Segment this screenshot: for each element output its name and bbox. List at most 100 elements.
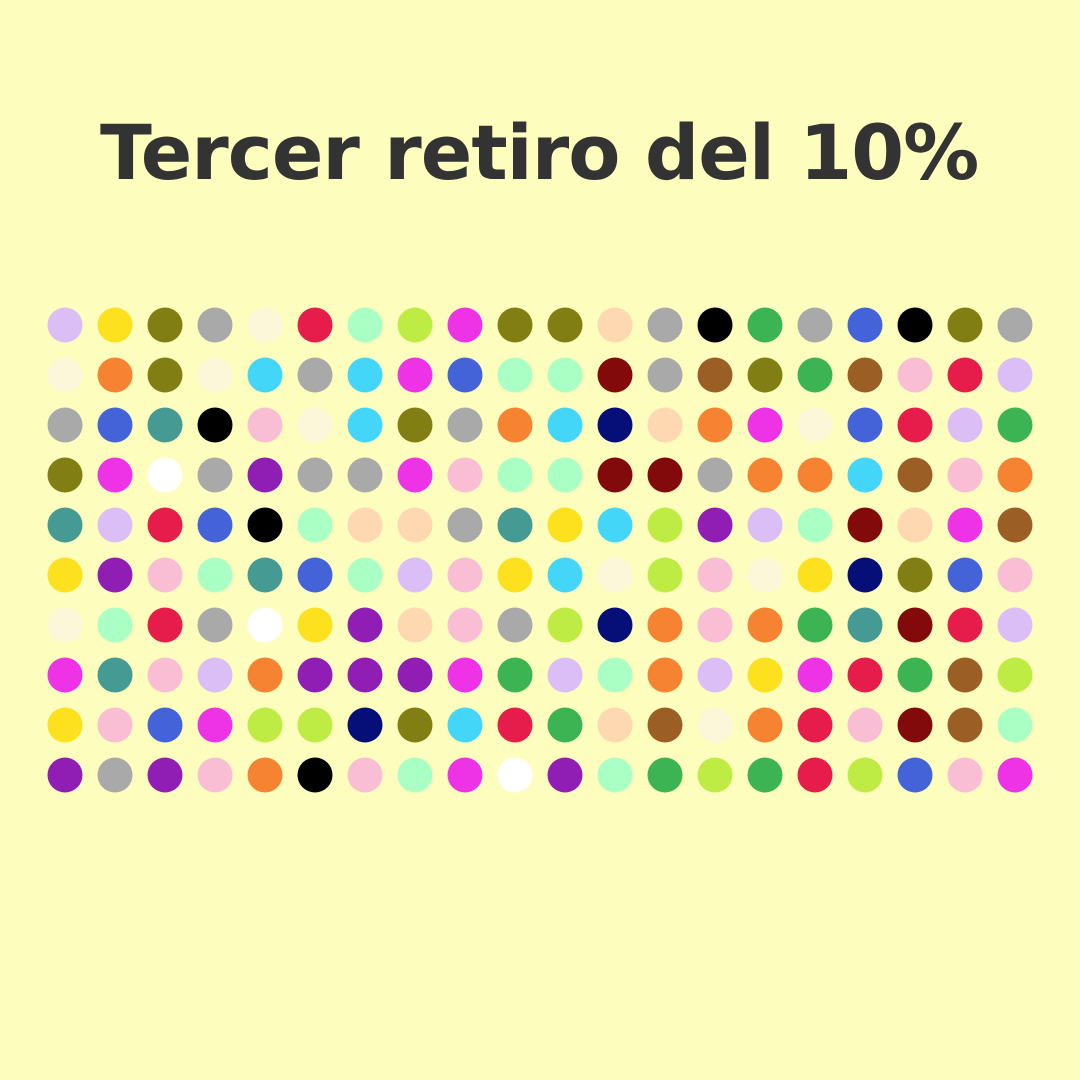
dot-r7-c6 bbox=[297, 607, 333, 643]
dot-r1-c5 bbox=[247, 307, 283, 343]
dot-r1-c8 bbox=[397, 307, 433, 343]
dot-r10-c1 bbox=[47, 757, 83, 793]
dot-r6-c1 bbox=[47, 557, 83, 593]
dot-r2-c10 bbox=[497, 357, 533, 393]
dot-r10-c16 bbox=[797, 757, 833, 793]
dot-r9-c2 bbox=[97, 707, 133, 743]
dot-r6-c13 bbox=[647, 557, 683, 593]
dot-r1-c6 bbox=[297, 307, 333, 343]
dot-r9-c9 bbox=[447, 707, 483, 743]
dot-r3-c14 bbox=[697, 407, 733, 443]
dot-r4-c1 bbox=[47, 457, 83, 493]
dot-r7-c2 bbox=[97, 607, 133, 643]
dot-r5-c17 bbox=[847, 507, 883, 543]
dot-r10-c8 bbox=[397, 757, 433, 793]
dot-r5-c5 bbox=[247, 507, 283, 543]
dot-r4-c19 bbox=[947, 457, 983, 493]
dot-r6-c7 bbox=[347, 557, 383, 593]
dot-r6-c3 bbox=[147, 557, 183, 593]
dot-r10-c5 bbox=[247, 757, 283, 793]
dot-r9-c17 bbox=[847, 707, 883, 743]
dot-r7-c9 bbox=[447, 607, 483, 643]
dot-r7-c18 bbox=[897, 607, 933, 643]
dot-r2-c19 bbox=[947, 357, 983, 393]
dot-r8-c1 bbox=[47, 657, 83, 693]
dot-r8-c5 bbox=[247, 657, 283, 693]
dot-r2-c1 bbox=[47, 357, 83, 393]
dot-r10-c7 bbox=[347, 757, 383, 793]
dot-r2-c17 bbox=[847, 357, 883, 393]
dot-r5-c8 bbox=[397, 507, 433, 543]
dot-r6-c5 bbox=[247, 557, 283, 593]
dot-r4-c15 bbox=[747, 457, 783, 493]
dot-r9-c6 bbox=[297, 707, 333, 743]
dot-r9-c7 bbox=[347, 707, 383, 743]
dot-r8-c16 bbox=[797, 657, 833, 693]
dot-r2-c13 bbox=[647, 357, 683, 393]
dot-r7-c15 bbox=[747, 607, 783, 643]
dot-r9-c20 bbox=[997, 707, 1033, 743]
dot-r5-c14 bbox=[697, 507, 733, 543]
dot-r6-c6 bbox=[297, 557, 333, 593]
dot-r4-c12 bbox=[597, 457, 633, 493]
dot-r6-c2 bbox=[97, 557, 133, 593]
dot-r5-c18 bbox=[897, 507, 933, 543]
dot-r7-c5 bbox=[247, 607, 283, 643]
dot-r9-c15 bbox=[747, 707, 783, 743]
dot-r4-c6 bbox=[297, 457, 333, 493]
dot-r10-c13 bbox=[647, 757, 683, 793]
dot-r2-c15 bbox=[747, 357, 783, 393]
dot-r10-c19 bbox=[947, 757, 983, 793]
dot-r8-c9 bbox=[447, 657, 483, 693]
dot-r1-c4 bbox=[197, 307, 233, 343]
dot-r5-c9 bbox=[447, 507, 483, 543]
dot-r6-c12 bbox=[597, 557, 633, 593]
dot-r5-c2 bbox=[97, 507, 133, 543]
dot-r5-c6 bbox=[297, 507, 333, 543]
dot-r10-c11 bbox=[547, 757, 583, 793]
dot-r7-c3 bbox=[147, 607, 183, 643]
dot-r8-c14 bbox=[697, 657, 733, 693]
dot-r10-c12 bbox=[597, 757, 633, 793]
dot-r1-c9 bbox=[447, 307, 483, 343]
dot-r4-c13 bbox=[647, 457, 683, 493]
dot-r10-c6 bbox=[297, 757, 333, 793]
dot-r3-c11 bbox=[547, 407, 583, 443]
dot-r3-c17 bbox=[847, 407, 883, 443]
dot-r2-c18 bbox=[897, 357, 933, 393]
dot-r6-c15 bbox=[747, 557, 783, 593]
dot-r2-c5 bbox=[247, 357, 283, 393]
dot-r8-c6 bbox=[297, 657, 333, 693]
dot-r3-c9 bbox=[447, 407, 483, 443]
dot-r5-c13 bbox=[647, 507, 683, 543]
dot-r2-c14 bbox=[697, 357, 733, 393]
dot-r6-c10 bbox=[497, 557, 533, 593]
dot-r6-c18 bbox=[897, 557, 933, 593]
dot-r1-c13 bbox=[647, 307, 683, 343]
dot-r1-c14 bbox=[697, 307, 733, 343]
dot-r3-c5 bbox=[247, 407, 283, 443]
dot-r6-c19 bbox=[947, 557, 983, 593]
dot-r7-c10 bbox=[497, 607, 533, 643]
dot-r10-c20 bbox=[997, 757, 1033, 793]
dot-r8-c18 bbox=[897, 657, 933, 693]
dot-r10-c15 bbox=[747, 757, 783, 793]
dot-r2-c20 bbox=[997, 357, 1033, 393]
dot-r3-c16 bbox=[797, 407, 833, 443]
dot-r5-c12 bbox=[597, 507, 633, 543]
dot-r5-c16 bbox=[797, 507, 833, 543]
dot-r3-c2 bbox=[97, 407, 133, 443]
dot-r6-c11 bbox=[547, 557, 583, 593]
dot-r6-c4 bbox=[197, 557, 233, 593]
dot-r2-c3 bbox=[147, 357, 183, 393]
dot-r3-c15 bbox=[747, 407, 783, 443]
dot-r1-c20 bbox=[997, 307, 1033, 343]
dot-r1-c19 bbox=[947, 307, 983, 343]
dot-r4-c10 bbox=[497, 457, 533, 493]
dot-r7-c4 bbox=[197, 607, 233, 643]
dot-r9-c1 bbox=[47, 707, 83, 743]
dot-r6-c8 bbox=[397, 557, 433, 593]
dot-r9-c14 bbox=[697, 707, 733, 743]
dot-r8-c8 bbox=[397, 657, 433, 693]
